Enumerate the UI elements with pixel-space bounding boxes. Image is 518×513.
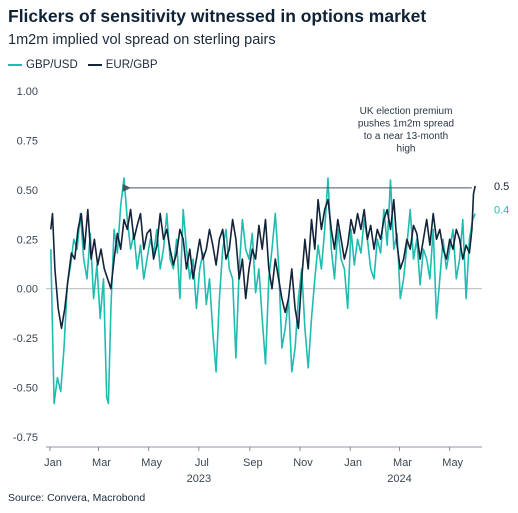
series-line-gbpusd <box>50 177 476 405</box>
x-tick-label: Jan <box>44 457 62 469</box>
annotation-text-line: to a near 13-month <box>364 131 449 142</box>
x-tick-label: Mar <box>393 457 412 469</box>
y-tick-label: -0.25 <box>13 333 38 345</box>
legend-swatch-gbpusd <box>8 63 22 67</box>
legend-swatch-eurgbp <box>87 63 102 67</box>
x-year-label: 2024 <box>387 473 411 485</box>
x-tick-label: Jul <box>195 457 209 469</box>
legend-label-gbpusd: GBP/USD <box>26 59 78 71</box>
x-tick-label: May <box>141 457 162 469</box>
y-tick-label: 1.00 <box>17 86 38 98</box>
y-tick-label: 0.00 <box>17 284 38 296</box>
annotation-text-line: UK election premium <box>360 106 453 117</box>
legend-label-eurgbp: EUR/GBP <box>105 59 158 71</box>
y-tick-label: 0.50 <box>17 185 38 197</box>
y-tick-label: -0.50 <box>13 383 38 395</box>
y-tick-label: 0.25 <box>17 234 38 246</box>
legend-item-gbpusd: GBP/USD <box>8 59 78 71</box>
series-end-label: 0.5 <box>494 181 509 193</box>
y-tick-label: -0.75 <box>13 432 38 444</box>
x-tick-label: Mar <box>92 457 111 469</box>
legend-item-eurgbp: EUR/GBP <box>87 59 158 71</box>
x-tick-label: Jan <box>344 457 362 469</box>
series-end-label: 0.4 <box>494 205 509 217</box>
annotation-text-line: pushes 1m2m spread <box>358 119 454 130</box>
x-tick-label: May <box>442 457 463 469</box>
chart-subtitle: 1m2m implied vol spread on sterling pair… <box>8 32 276 48</box>
chart-title: Flickers of sensitivity witnessed in opt… <box>8 6 427 26</box>
x-tick-label: Sep <box>243 457 263 469</box>
source-note: Source: Convera, Macrobond <box>8 492 146 504</box>
x-tick-label: Nov <box>293 457 313 469</box>
annotation-text-line: high <box>397 144 416 155</box>
series-line-eurgbp <box>50 185 476 330</box>
y-tick-label: 0.75 <box>17 135 38 147</box>
chart-legend: GBP/USD EUR/GBP <box>8 59 168 71</box>
x-year-label: 2023 <box>187 473 211 485</box>
